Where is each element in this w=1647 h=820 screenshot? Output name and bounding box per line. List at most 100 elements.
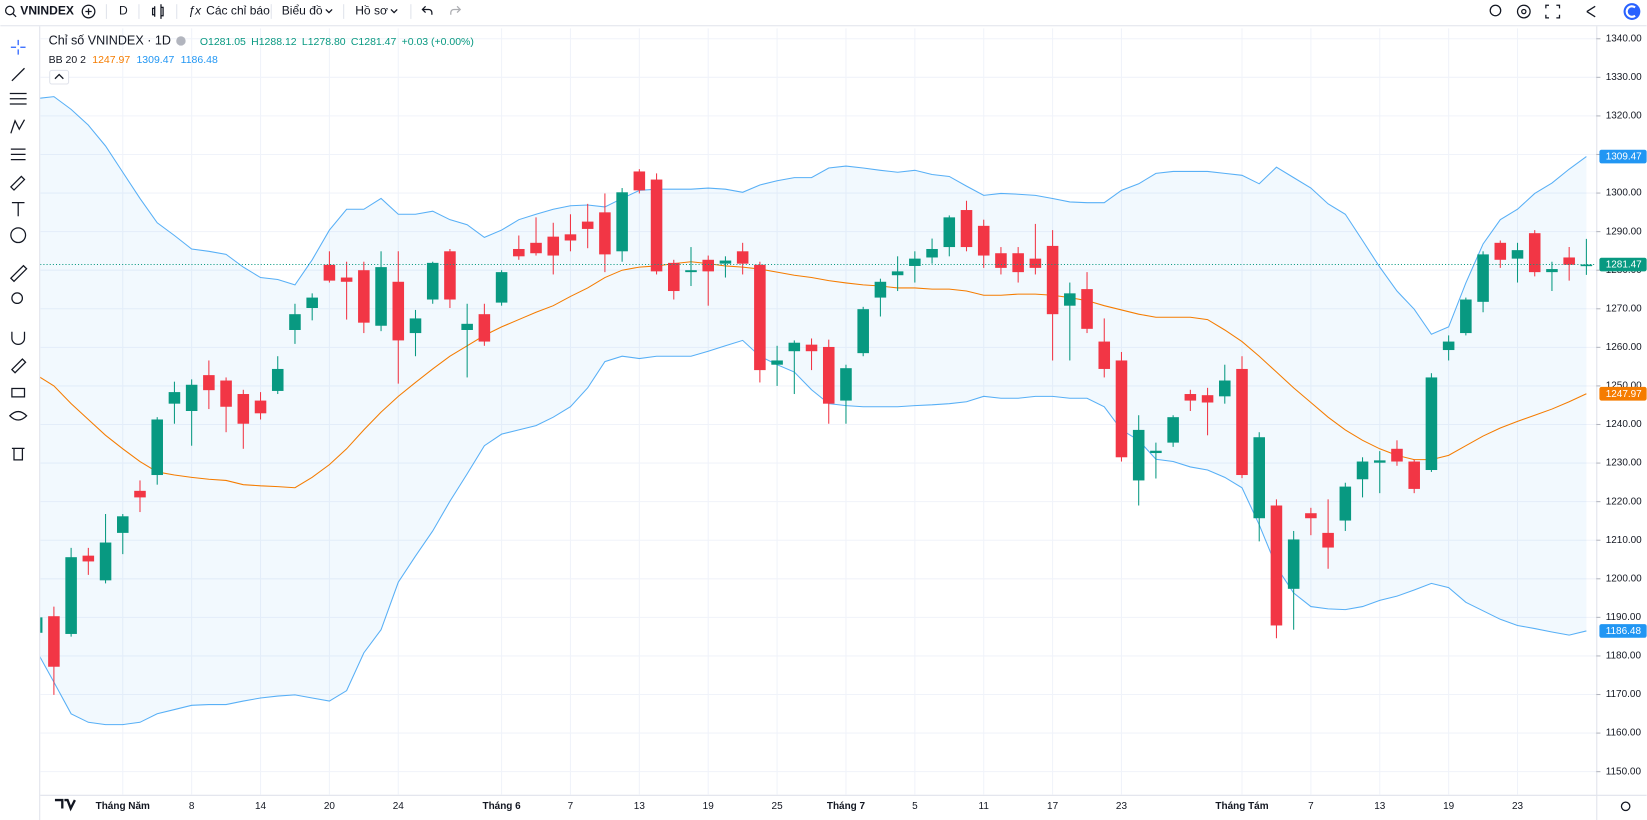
- chevron: [390, 9, 398, 14]
- symbol[interactable]: VNINDEX: [20, 4, 74, 18]
- delete-tool[interactable]: [11, 447, 25, 461]
- candle-body: [977, 225, 990, 256]
- candle-body: [1236, 368, 1248, 476]
- tv-logo[interactable]: [54, 798, 76, 812]
- y-tick-label: 1160.00: [1606, 728, 1642, 739]
- add-symbol[interactable]: [81, 4, 96, 19]
- candle-body: [289, 314, 301, 330]
- candle-body: [1029, 258, 1042, 268]
- candle-body: [1012, 253, 1024, 273]
- x-tick-label: 17: [1047, 801, 1059, 812]
- candle-body: [185, 384, 198, 411]
- candle-body: [926, 248, 938, 258]
- candle-body: [891, 271, 904, 276]
- y-tick-label: 1270.00: [1606, 303, 1642, 314]
- candle-body: [1339, 486, 1352, 521]
- visibility-tool[interactable]: [8, 410, 28, 421]
- candle-body: [995, 253, 1007, 268]
- fib-tool[interactable]: [9, 92, 27, 105]
- candle-body: [340, 277, 353, 282]
- fullscreen[interactable]: [1545, 4, 1561, 19]
- candle-body: [495, 272, 508, 303]
- y-tick-label: 1210.00: [1606, 535, 1642, 546]
- indicator-value: 1186.48: [181, 55, 218, 66]
- candle-body: [1167, 417, 1179, 443]
- x-tick-label: Tháng 6: [482, 801, 521, 812]
- candle-body: [719, 260, 732, 264]
- candle-body: [134, 490, 146, 498]
- lock-tool[interactable]: [11, 387, 26, 398]
- share[interactable]: [1586, 5, 1596, 18]
- y-tick-label: 1150.00: [1606, 766, 1642, 777]
- y-tick-label: 1340.00: [1606, 33, 1642, 44]
- candle-body: [1511, 250, 1524, 259]
- candle-body: [65, 557, 77, 634]
- candle-body: [271, 368, 284, 391]
- pattern-tool[interactable]: [10, 119, 26, 134]
- zoom-tool[interactable]: [11, 292, 24, 305]
- chart-type-icon[interactable]: [151, 4, 164, 19]
- crosshair-tool[interactable]: [10, 39, 26, 55]
- redo[interactable]: [450, 5, 462, 15]
- trendline-tool[interactable]: [11, 67, 25, 82]
- collapse-button[interactable]: [49, 69, 70, 85]
- candle-body: [1064, 293, 1076, 306]
- profile-menu[interactable]: Hồ sơ: [355, 4, 388, 18]
- x-tick-label: 23: [1512, 801, 1524, 812]
- fx-icon[interactable]: ƒx: [188, 4, 202, 18]
- x-tick-label: 7: [1308, 801, 1314, 812]
- x-tick-label: 25: [772, 801, 784, 812]
- y-tick-label: 1240.00: [1606, 419, 1642, 430]
- candle-body: [203, 375, 215, 391]
- candle-body: [1081, 289, 1093, 329]
- plot: [40, 96, 1597, 726]
- ohlc-value: H1288.12: [251, 37, 297, 48]
- candle-body: [1373, 460, 1386, 463]
- y-tick-label: 1220.00: [1606, 496, 1642, 507]
- legend-title: Chỉ số VNINDEX · 1D: [49, 33, 171, 47]
- axis-settings[interactable]: [1620, 801, 1631, 812]
- magnet-tool[interactable]: [11, 331, 26, 346]
- indicators[interactable]: Các chỉ báo: [206, 4, 270, 18]
- collapse-chevron: [54, 73, 64, 80]
- candle-body: [220, 380, 232, 407]
- candle-body: [1046, 245, 1059, 315]
- indicator-value: 1309.47: [136, 55, 174, 66]
- y-tick-label: 1290.00: [1606, 226, 1642, 237]
- chart-menu[interactable]: Biểu đồ: [282, 4, 323, 18]
- icon-tool[interactable]: [10, 227, 27, 244]
- market-status[interactable]: [176, 36, 186, 46]
- interval[interactable]: D: [119, 4, 128, 18]
- undo[interactable]: [421, 5, 433, 15]
- screenshot-search[interactable]: [1489, 4, 1502, 17]
- x-tick-label: 7: [568, 801, 574, 812]
- candle-body: [581, 221, 594, 229]
- indicator-name: BB 20 2: [49, 55, 86, 66]
- x-tick-label: 24: [393, 801, 405, 812]
- candle-body: [668, 262, 680, 292]
- projection-tool[interactable]: [10, 148, 26, 161]
- price-tag-label: 1186.48: [1606, 626, 1642, 637]
- candle-body: [1494, 242, 1507, 260]
- axes: 1150.00 1160.00 1170.00 1180.00 1190.00 1200.…: [96, 33, 1647, 812]
- brush-tool[interactable]: [9, 175, 26, 191]
- candle-body: [650, 179, 663, 272]
- ruler-tool[interactable]: [9, 264, 28, 283]
- ohlc-value: C1281.47: [351, 37, 397, 48]
- change-value: +0.03 (+0.00%): [402, 37, 474, 48]
- legend-indicator: BB 20 2 1247.97 1309.47 1186.48: [49, 55, 218, 66]
- lock-drawing-tool[interactable]: [11, 358, 27, 374]
- ohlc-value: L1278.80: [302, 37, 346, 48]
- settings[interactable]: [1516, 4, 1531, 19]
- top-toolbar: VNINDEX D ƒx Các chỉ báo Biểu đồ Hồ sơ: [0, 3, 1647, 27]
- candle-body: [1305, 513, 1317, 519]
- price-tag: [1599, 386, 1647, 401]
- candle-body: [1425, 377, 1438, 471]
- candle-body: [1580, 264, 1593, 267]
- search-icon[interactable]: [4, 5, 15, 16]
- candle-body: [530, 242, 542, 254]
- text-tool[interactable]: [11, 202, 25, 217]
- candle-body: [1287, 539, 1300, 589]
